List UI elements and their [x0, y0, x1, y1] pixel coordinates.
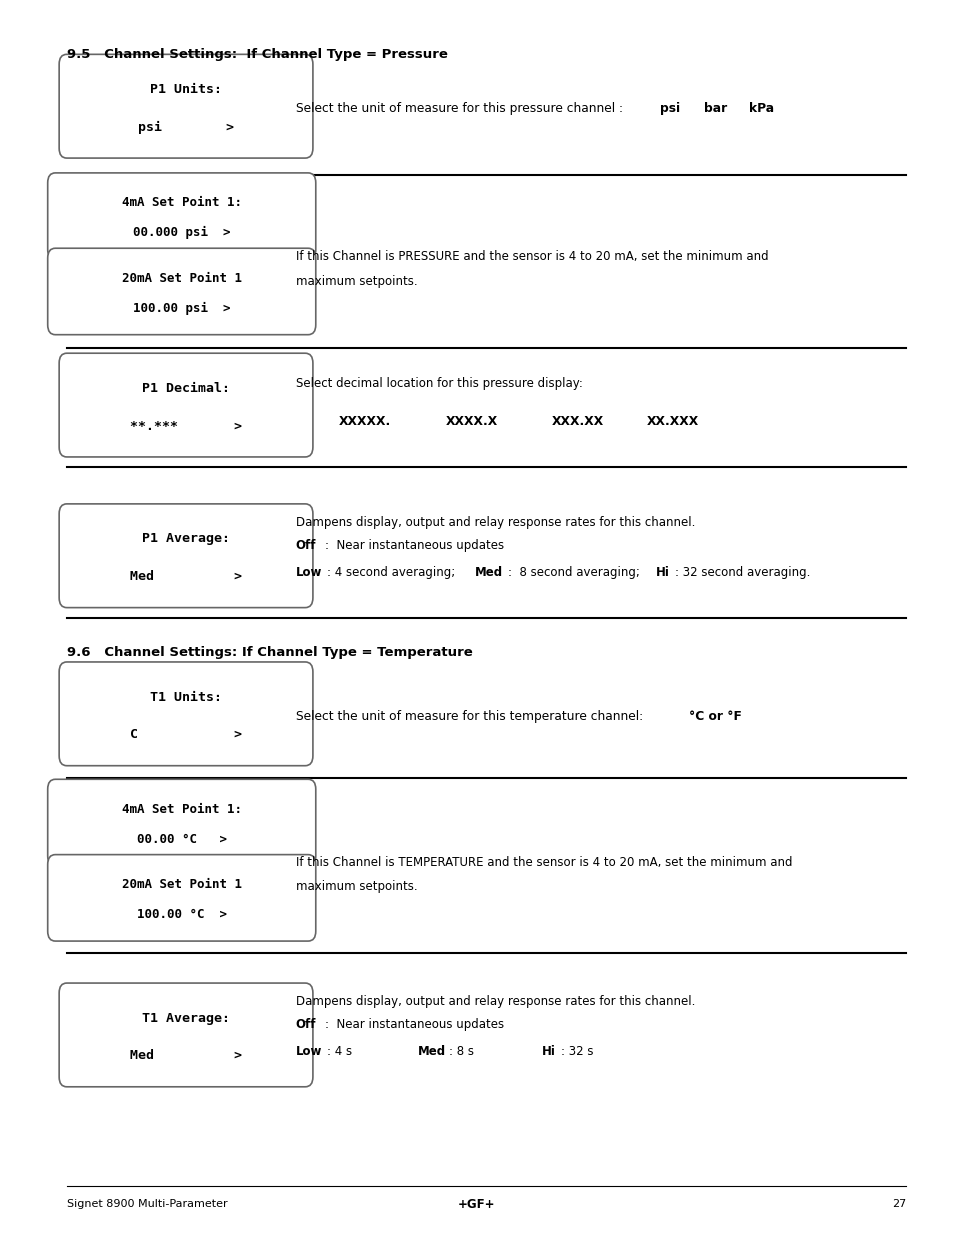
Text: T1 Units:: T1 Units:	[150, 690, 222, 704]
Text: 20mA Set Point 1: 20mA Set Point 1	[122, 878, 241, 890]
Text: Off: Off	[295, 540, 315, 552]
Text: Dampens display, output and relay response rates for this channel.: Dampens display, output and relay respon…	[295, 516, 695, 529]
Text: psi: psi	[659, 103, 679, 115]
Text: 4mA Set Point 1:: 4mA Set Point 1:	[122, 196, 241, 209]
Text: T1 Average:: T1 Average:	[142, 1011, 230, 1025]
Text: maximum setpoints.: maximum setpoints.	[295, 881, 416, 893]
FancyBboxPatch shape	[48, 855, 315, 941]
Text: bar: bar	[703, 103, 726, 115]
Text: kPa: kPa	[748, 103, 773, 115]
Text: 00.00 °C   >: 00.00 °C >	[136, 832, 227, 846]
Text: 100.00 psi  >: 100.00 psi >	[132, 301, 231, 315]
FancyBboxPatch shape	[59, 662, 313, 766]
Text: : 4 second averaging;: : 4 second averaging;	[327, 566, 458, 579]
Text: 100.00 °C  >: 100.00 °C >	[136, 908, 227, 921]
Text: 4mA Set Point 1:: 4mA Set Point 1:	[122, 803, 241, 815]
FancyBboxPatch shape	[59, 504, 313, 608]
Text: Signet 8900 Multi-Parameter: Signet 8900 Multi-Parameter	[67, 1199, 227, 1209]
Text: : 4 s: : 4 s	[327, 1045, 386, 1058]
Text: P1 Units:: P1 Units:	[150, 83, 222, 96]
Text: Select decimal location for this pressure display:: Select decimal location for this pressur…	[295, 377, 582, 390]
Text: XXXXX.: XXXXX.	[338, 415, 391, 429]
Text: :  Near instantaneous updates: : Near instantaneous updates	[325, 1019, 504, 1031]
Text: Low: Low	[295, 1045, 322, 1058]
Text: **.***       >: **.*** >	[130, 420, 242, 432]
Text: C            >: C >	[130, 729, 242, 741]
Text: :  8 second averaging;: : 8 second averaging;	[507, 566, 642, 579]
Text: P1 Decimal:: P1 Decimal:	[142, 382, 230, 395]
Text: Med          >: Med >	[130, 1050, 242, 1062]
Text: 9.6   Channel Settings: If Channel Type = Temperature: 9.6 Channel Settings: If Channel Type = …	[67, 646, 472, 658]
FancyBboxPatch shape	[48, 779, 315, 866]
Text: Select the unit of measure for this temperature channel:: Select the unit of measure for this temp…	[295, 710, 642, 722]
Text: Low: Low	[295, 566, 322, 579]
Text: +GF+: +GF+	[457, 1198, 496, 1210]
Text: psi        >: psi >	[138, 121, 233, 133]
Text: : 8 s: : 8 s	[449, 1045, 512, 1058]
Text: :  Near instantaneous updates: : Near instantaneous updates	[325, 540, 504, 552]
FancyBboxPatch shape	[59, 353, 313, 457]
Text: XXXX.X: XXXX.X	[445, 415, 497, 429]
Text: Select the unit of measure for this pressure channel :: Select the unit of measure for this pres…	[295, 103, 622, 115]
Text: : 32 second averaging.: : 32 second averaging.	[675, 566, 810, 579]
Text: Med: Med	[475, 566, 502, 579]
Text: XXX.XX: XXX.XX	[551, 415, 603, 429]
Text: Hi: Hi	[541, 1045, 556, 1058]
Text: Med          >: Med >	[130, 571, 242, 583]
Text: Hi: Hi	[656, 566, 670, 579]
Text: If this Channel is PRESSURE and the sensor is 4 to 20 mA, set the minimum and: If this Channel is PRESSURE and the sens…	[295, 251, 767, 263]
Text: Dampens display, output and relay response rates for this channel.: Dampens display, output and relay respon…	[295, 995, 695, 1008]
Text: : 32 s: : 32 s	[560, 1045, 593, 1058]
Text: P1 Average:: P1 Average:	[142, 532, 230, 546]
Text: 9.5   Channel Settings:  If Channel Type = Pressure: 9.5 Channel Settings: If Channel Type = …	[67, 48, 447, 61]
Text: 27: 27	[891, 1199, 905, 1209]
Text: maximum setpoints.: maximum setpoints.	[295, 275, 416, 288]
FancyBboxPatch shape	[59, 983, 313, 1087]
FancyBboxPatch shape	[48, 248, 315, 335]
Text: °C or °F: °C or °F	[688, 710, 740, 722]
Text: 00.000 psi  >: 00.000 psi >	[132, 226, 231, 240]
FancyBboxPatch shape	[48, 173, 315, 259]
FancyBboxPatch shape	[59, 54, 313, 158]
Text: 20mA Set Point 1: 20mA Set Point 1	[122, 272, 241, 284]
Text: Off: Off	[295, 1019, 315, 1031]
Text: Med: Med	[417, 1045, 445, 1058]
Text: If this Channel is TEMPERATURE and the sensor is 4 to 20 mA, set the minimum and: If this Channel is TEMPERATURE and the s…	[295, 856, 791, 868]
Text: XX.XXX: XX.XXX	[646, 415, 699, 429]
